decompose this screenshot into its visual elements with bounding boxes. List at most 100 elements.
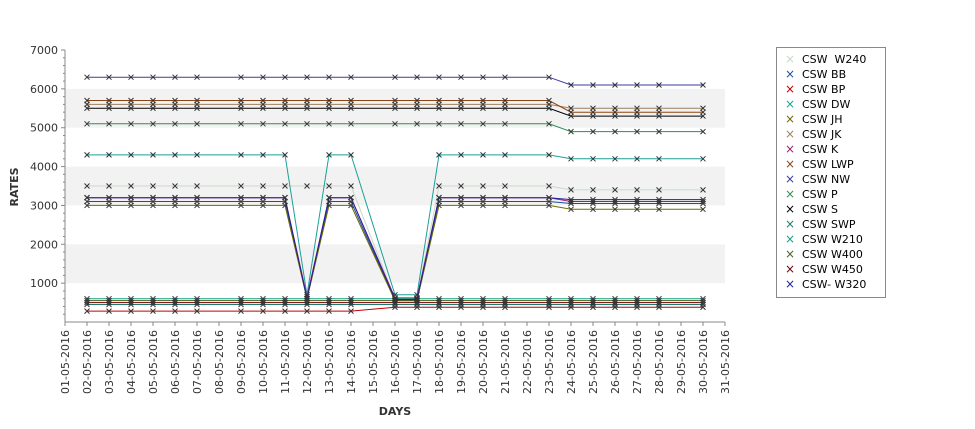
data-point [84,105,90,112]
data-point [84,299,90,306]
data-point [392,120,398,127]
legend-item: × CSW NW [777,172,885,187]
data-point [106,97,112,104]
data-point [194,308,200,314]
data-point [458,202,464,209]
data-point [568,198,574,205]
data-point [172,308,178,314]
data-point [700,155,706,162]
data-point [128,120,134,127]
data-point [480,152,486,158]
x-tick-label: 03-05-2016 [103,330,116,394]
data-point [326,97,332,104]
data-point [238,299,244,306]
data-point [612,128,618,135]
legend-label: CSW W240 [802,53,867,66]
data-point [634,206,640,213]
legend-item: × CSW SWP [777,217,885,232]
x-tick-label: 13-05-2016 [323,330,336,394]
data-point [304,297,310,304]
data-point [84,183,90,189]
legend-marker-icon: × [784,187,796,201]
grid-band [65,205,725,245]
data-point [480,297,486,304]
legend-marker-icon: × [784,97,796,111]
data-point [282,120,288,127]
data-point [128,183,134,189]
x-tick-label: 09-05-2016 [235,330,248,394]
data-point [612,206,618,213]
data-point [128,74,134,81]
data-point [436,194,442,201]
data-point [546,74,552,81]
data-point [568,297,574,304]
legend-marker-icon: × [784,112,796,126]
data-point [546,120,552,127]
data-point [84,74,90,81]
x-tick-label: 05-05-2016 [147,330,160,394]
y-axis: 1000 2000 3000 4000 5000 6000 7000 [30,44,66,322]
data-point [150,120,156,127]
data-point [568,187,574,193]
data-point [304,295,310,302]
data-point [392,297,398,304]
data-point [128,297,134,304]
data-point [150,297,156,304]
legend-marker-icon: × [784,142,796,156]
legend-item: × CSW P [777,187,885,202]
data-point [590,128,596,135]
data-point [612,187,618,193]
data-point [106,202,112,209]
data-point [326,202,332,209]
legend-item: × CSW- W320 [777,277,885,292]
data-point [612,82,618,88]
x-tick-label: 08-05-2016 [213,330,226,394]
data-point [700,297,706,304]
data-point [128,97,134,104]
data-point [546,194,552,201]
data-point [546,152,552,158]
x-tick-label: 24-05-2016 [565,330,578,394]
data-point [458,97,464,104]
legend-label: CSW W400 [802,248,863,261]
data-point [150,308,156,314]
data-point [106,308,112,314]
data-point [700,196,706,203]
data-point [568,113,574,119]
data-point [458,74,464,81]
legend-marker-icon: × [784,217,796,231]
data-point [612,113,618,119]
x-tick-label: 27-05-2016 [631,330,644,394]
data-point [84,297,90,304]
data-point [436,105,442,112]
data-point [326,297,332,304]
data-point [260,202,266,209]
data-point [590,155,596,162]
data-point [634,187,640,193]
data-point [656,297,662,304]
legend-item: × CSW JH [777,112,885,127]
data-point [304,74,310,81]
data-point [568,82,574,88]
legend-label: CSW JK [802,128,842,141]
y-axis-title: RATES [8,167,21,206]
data-point [348,97,354,104]
data-point [128,152,134,158]
data-point [436,97,442,104]
legend-marker-icon: × [784,52,796,66]
data-point [436,299,442,306]
data-point [150,194,156,201]
x-tick-label: 17-05-2016 [411,330,424,394]
data-point [238,120,244,127]
legend-label: CSW P [802,188,838,201]
data-point [590,198,596,205]
x-tick-label: 10-05-2016 [257,330,270,394]
x-tick-label: 30-05-2016 [697,330,710,394]
data-point [414,297,420,304]
legend-marker-icon: × [784,277,796,291]
data-point [502,105,508,112]
data-point [348,202,354,209]
data-point [326,120,332,127]
legend-item: × CSW W210 [777,232,885,247]
data-point [414,296,420,303]
